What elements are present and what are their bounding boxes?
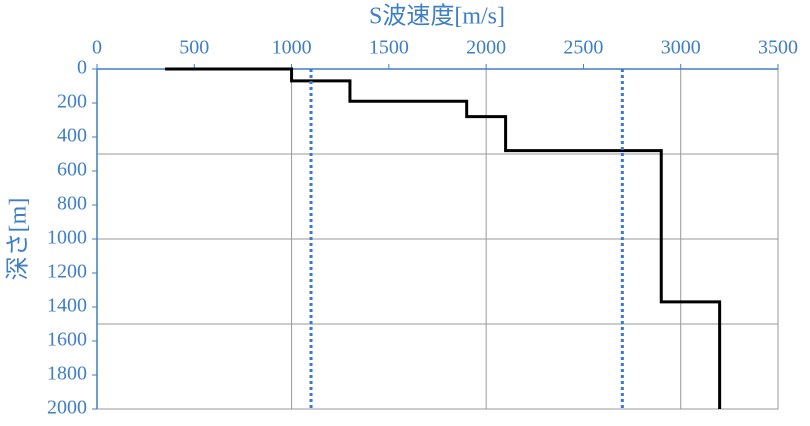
x-tick-label: 3500 (758, 37, 798, 59)
y-tick-label: 1000 (47, 227, 87, 249)
y-axis-label: 深さ[m] (5, 198, 32, 281)
y-tick-label: 600 (57, 159, 87, 181)
x-tick-label: 1500 (369, 37, 409, 59)
y-tick-label: 800 (57, 193, 87, 215)
x-tick-label: 0 (92, 37, 102, 59)
x-tick-label: 500 (179, 37, 209, 59)
y-tick-label: 1400 (47, 295, 87, 317)
y-tick-label: 400 (57, 125, 87, 147)
y-tick-label: 0 (77, 57, 87, 79)
y-tick-label: 200 (57, 91, 87, 113)
x-tick-label: 2000 (466, 37, 506, 59)
y-tick-label: 1600 (47, 329, 87, 351)
x-tick-label: 1000 (272, 37, 312, 59)
x-tick-label: 3000 (661, 37, 701, 59)
x-tick-label: 2500 (563, 37, 603, 59)
y-tick-label: 1800 (47, 363, 87, 385)
chart-title: S波速度[m/s] (369, 3, 505, 30)
y-tick-label: 2000 (47, 397, 87, 419)
velocity-profile (165, 67, 722, 409)
y-tick-label: 1200 (47, 261, 87, 283)
